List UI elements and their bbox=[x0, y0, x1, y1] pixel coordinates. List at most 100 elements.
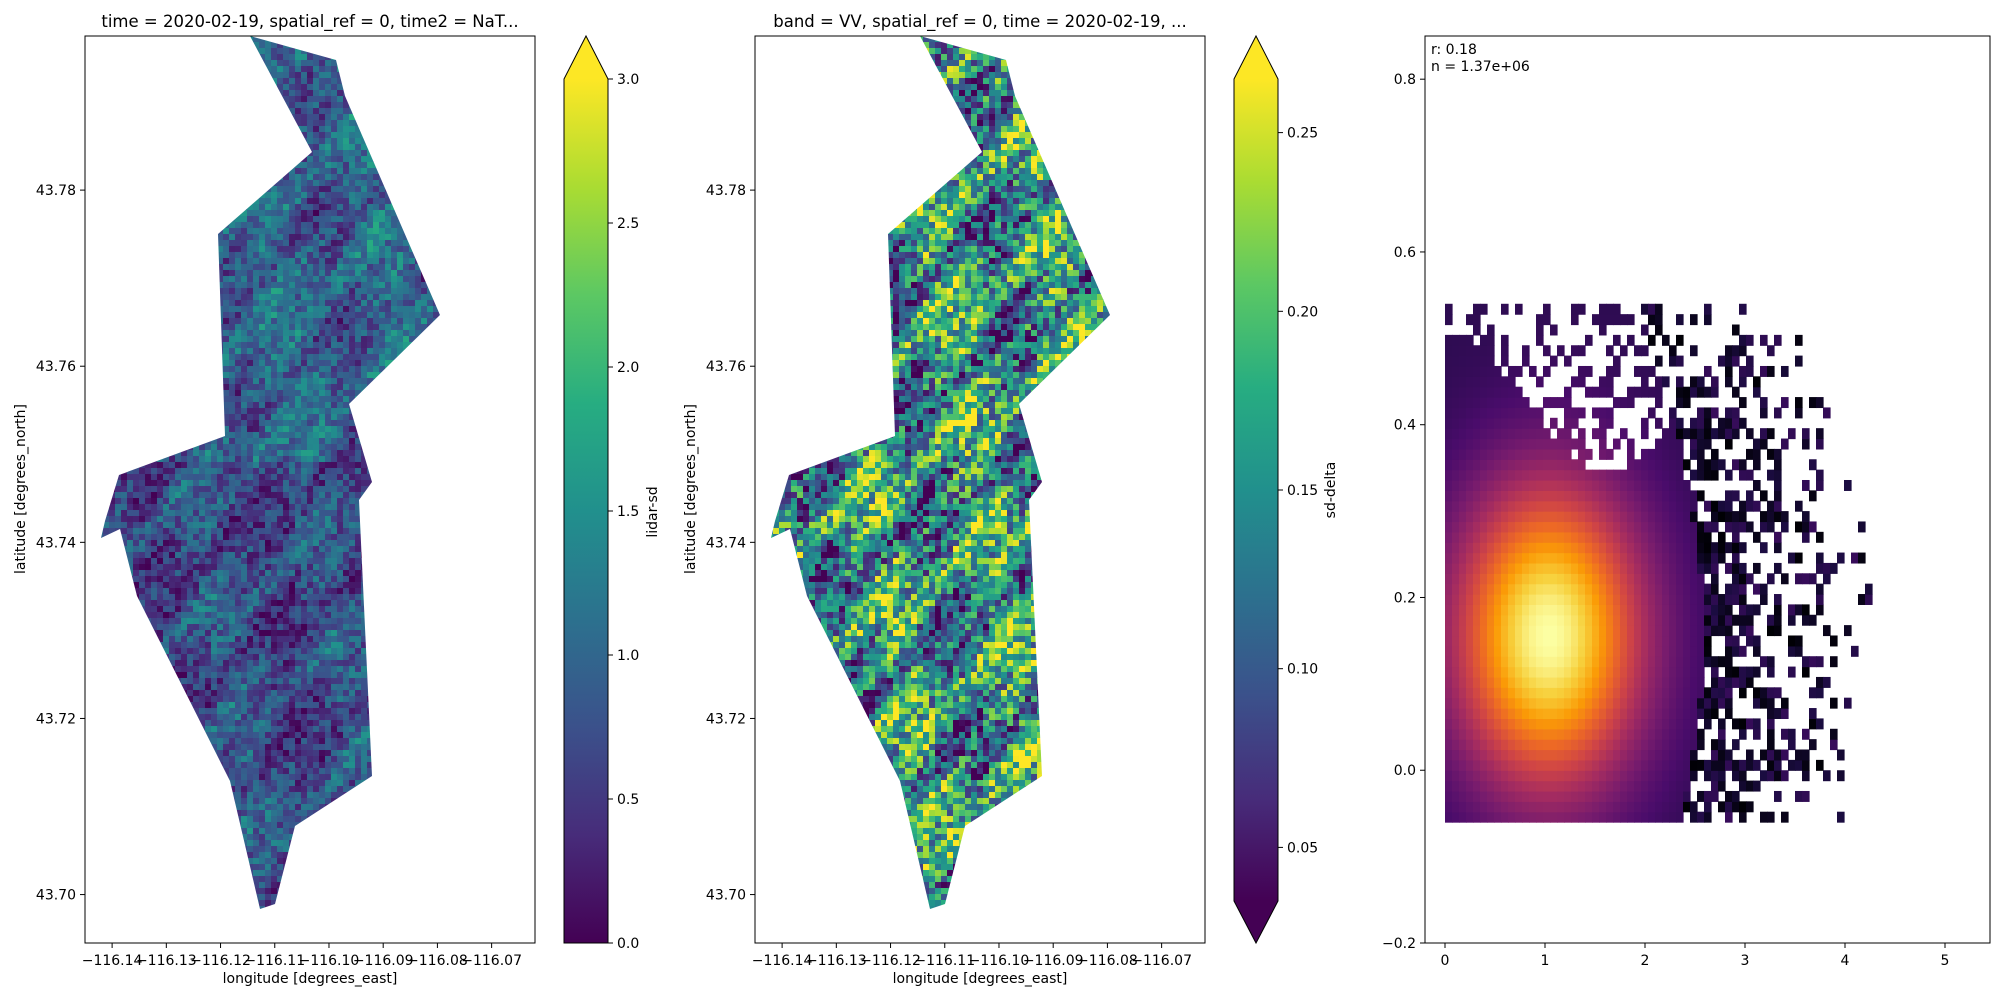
raster-cell bbox=[295, 432, 301, 438]
raster-cell bbox=[355, 270, 361, 276]
raster-cell bbox=[385, 438, 391, 444]
raster-cell bbox=[205, 444, 211, 450]
raster-cell bbox=[157, 372, 163, 378]
raster-cell bbox=[343, 270, 349, 276]
raster-cell bbox=[101, 174, 103, 180]
raster-cell bbox=[157, 42, 163, 48]
raster-cell bbox=[103, 456, 109, 462]
raster-cell bbox=[181, 342, 187, 348]
raster-cell bbox=[379, 492, 385, 498]
raster-cell bbox=[319, 312, 325, 318]
raster-cell bbox=[101, 432, 103, 438]
raster-cell bbox=[85, 300, 91, 306]
raster-cell bbox=[91, 96, 97, 102]
raster-cell bbox=[283, 450, 289, 456]
raster-cell bbox=[115, 384, 121, 390]
raster-cell bbox=[253, 294, 259, 300]
raster-cell bbox=[187, 186, 193, 192]
raster-cell bbox=[175, 510, 181, 516]
raster-cell bbox=[379, 510, 385, 516]
raster-cell bbox=[331, 390, 337, 396]
raster-cell bbox=[277, 138, 283, 144]
raster-cell bbox=[259, 324, 265, 330]
raster-cell bbox=[331, 270, 337, 276]
raster-cell bbox=[229, 390, 235, 396]
raster-cell bbox=[223, 510, 229, 516]
raster-cell bbox=[229, 378, 235, 384]
raster-cell bbox=[409, 240, 415, 246]
raster-cell bbox=[397, 438, 403, 444]
raster-cell bbox=[385, 462, 391, 468]
raster-cell bbox=[181, 528, 187, 534]
raster-cell bbox=[187, 384, 193, 390]
raster-cell bbox=[265, 390, 271, 396]
raster-cell bbox=[301, 240, 307, 246]
raster-cell bbox=[289, 156, 295, 162]
raster-cell bbox=[427, 372, 433, 378]
raster-cell bbox=[259, 48, 265, 54]
raster-cell bbox=[277, 450, 283, 456]
raster-cell bbox=[313, 228, 319, 234]
raster-cell bbox=[151, 318, 157, 324]
raster-cell bbox=[433, 216, 439, 222]
raster-cell bbox=[433, 336, 439, 342]
raster-cell bbox=[229, 522, 235, 528]
raster-cell bbox=[157, 282, 163, 288]
raster-cell bbox=[361, 318, 367, 324]
raster-cell bbox=[121, 72, 127, 78]
raster-cell bbox=[433, 366, 439, 372]
raster-cell bbox=[367, 414, 373, 420]
raster-cell bbox=[223, 90, 229, 96]
raster-cell bbox=[391, 126, 397, 132]
raster-cell bbox=[301, 168, 307, 174]
raster-cell bbox=[427, 390, 433, 396]
raster-cell bbox=[139, 54, 145, 60]
raster-cell bbox=[181, 522, 187, 528]
raster-cell bbox=[217, 486, 223, 492]
raster-cell bbox=[241, 150, 247, 156]
raster-cell bbox=[151, 504, 157, 510]
raster-cell bbox=[385, 72, 391, 78]
raster-cell bbox=[415, 42, 421, 48]
raster-cell bbox=[163, 102, 169, 108]
raster-cell bbox=[397, 366, 403, 372]
raster-cell bbox=[217, 408, 223, 414]
raster-cell bbox=[103, 378, 109, 384]
raster-cell bbox=[157, 132, 163, 138]
raster-cell bbox=[127, 342, 133, 348]
raster-cell bbox=[289, 54, 295, 60]
raster-cell bbox=[421, 474, 427, 480]
raster-cell bbox=[439, 420, 440, 426]
raster-cell bbox=[433, 402, 439, 408]
raster-cell bbox=[385, 60, 391, 66]
raster-cell bbox=[85, 126, 91, 132]
raster-cell bbox=[307, 78, 313, 84]
raster-cell bbox=[343, 378, 349, 384]
raster-cell bbox=[325, 132, 331, 138]
raster-cell bbox=[331, 444, 337, 450]
raster-cell bbox=[289, 60, 295, 66]
raster-cell bbox=[169, 366, 175, 372]
raster-cell bbox=[115, 132, 121, 138]
raster-cell bbox=[139, 222, 145, 228]
raster-cell bbox=[355, 150, 361, 156]
raster-cell bbox=[379, 396, 385, 402]
raster-cell bbox=[295, 120, 301, 126]
raster-cell bbox=[367, 162, 373, 168]
raster-cell bbox=[361, 504, 367, 510]
raster-cell bbox=[157, 522, 163, 528]
raster-cell bbox=[355, 228, 361, 234]
raster-cell bbox=[313, 516, 319, 522]
raster-cell bbox=[157, 324, 163, 330]
raster-cell bbox=[247, 222, 253, 228]
raster-cell bbox=[331, 480, 337, 486]
raster-cell bbox=[259, 42, 265, 48]
raster-cell bbox=[91, 480, 97, 486]
raster-cell bbox=[415, 498, 421, 504]
raster-cell bbox=[199, 198, 205, 204]
raster-cell bbox=[355, 348, 361, 354]
raster-cell bbox=[307, 48, 313, 54]
raster-cell bbox=[199, 330, 205, 336]
raster-cell bbox=[307, 414, 313, 420]
raster-cell bbox=[115, 318, 121, 324]
